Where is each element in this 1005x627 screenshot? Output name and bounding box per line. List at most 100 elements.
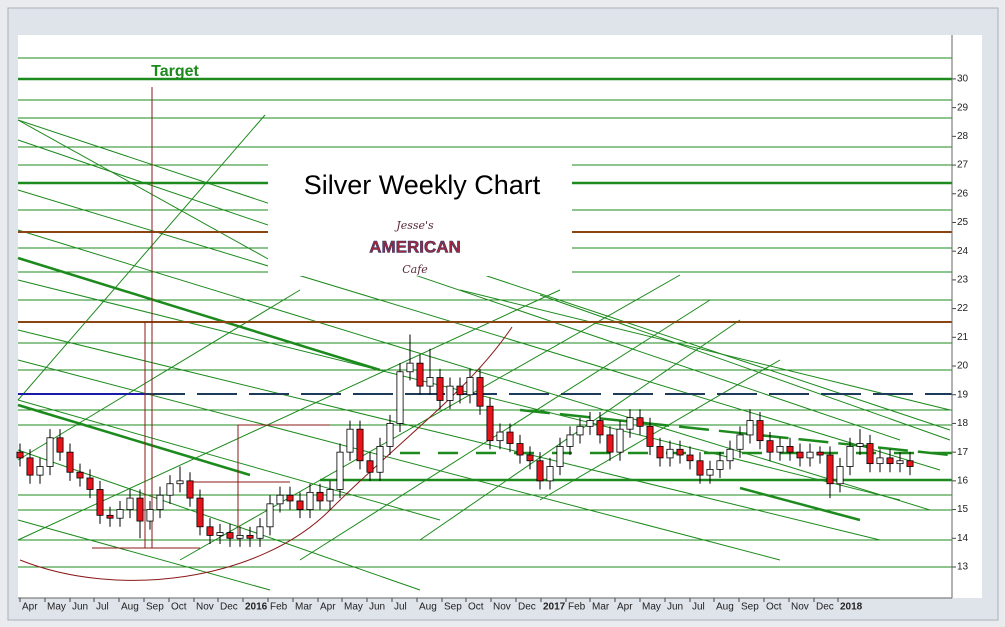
candle-body [56,437,64,453]
x-tick-label: Apr [617,602,633,613]
candle-body [406,362,414,373]
candle-body [366,460,374,473]
x-tick-label: May [47,602,66,613]
x-tick-label: Oct [171,602,187,613]
candle-body [396,371,404,424]
candle-body [796,451,804,459]
candle-body [546,466,554,482]
candle-body [516,443,524,456]
x-tick-label: Aug [716,602,734,613]
y-axis-area [952,35,982,598]
plot-area [18,35,952,598]
candle-body [206,526,214,536]
y-tick-label: 26 [957,188,969,199]
candle-body [236,535,244,539]
y-tick-label: 22 [957,303,969,314]
candle-body [886,457,894,465]
x-tick-label: Sep [741,602,759,613]
x-tick-label: May [642,602,661,613]
y-tick-label: 13 [957,562,969,573]
candle-body [786,446,794,453]
candles [16,334,914,547]
x-tick-label: Aug [121,602,139,613]
candle-body [576,425,584,436]
candle-body [736,434,744,450]
x-tick-label: Oct [766,602,782,613]
candle-body [416,362,424,387]
x-tick-label: Jun [667,602,683,613]
candle-body [86,477,94,490]
y-tick-label: 29 [957,102,969,113]
candle-body [556,446,564,467]
candle-body [196,497,204,528]
x-tick-label: Nov [791,602,809,613]
candle-body [266,503,274,528]
x-tick-label: 2016 [245,602,268,613]
candle-body [336,451,344,490]
candle-body [176,480,184,485]
candle-body [436,377,444,401]
candle-body [96,489,104,516]
candle-body [526,454,534,462]
x-tick-label: Dec [518,602,536,613]
x-tick-label: Nov [493,602,511,613]
candle-body [46,437,54,467]
candle-body [326,489,334,502]
candle-body [186,480,194,499]
x-tick-label: Jul [96,602,109,613]
x-tick-label: Nov [196,602,214,613]
candle-body [346,428,354,453]
candle-body [536,460,544,482]
candle-body [566,434,574,447]
candle-body [656,446,664,459]
x-tick-label: Mar [295,602,313,613]
candle-body [446,385,454,401]
y-tick-label: 18 [957,418,969,429]
candle-body [706,468,714,476]
candle-body [646,425,654,447]
chart-title: Silver Weekly Chart [304,170,541,200]
title-box [268,158,572,276]
candle-body [636,417,644,427]
candle-body [496,431,504,442]
y-tick-label: 28 [957,131,969,142]
candle-body [696,460,704,476]
candle-body [66,451,74,473]
candle-body [16,451,24,459]
y-tick-label: 15 [957,504,969,515]
candle-body [906,460,914,467]
candle-body [846,446,854,467]
x-tick-label: Feb [568,602,586,613]
candle-body [166,483,174,496]
candle-body [686,454,694,462]
candle-body [726,448,734,462]
x-tick-label: Sep [444,602,462,613]
y-tick-label: 14 [957,533,969,544]
x-tick-label: Feb [270,602,288,613]
logo-text: Cafe [402,263,428,276]
candle-body [156,494,164,510]
y-tick-label: 17 [957,447,969,458]
x-tick-label: Mar [592,602,610,613]
candle-body [386,423,394,447]
candle-body [76,471,84,479]
candle-body [826,454,834,485]
candle-body [146,509,154,522]
candle-body [306,491,314,510]
x-tick-label: Sep [146,602,164,613]
candle-body [856,443,864,447]
candle-body [586,420,594,427]
candle-body [276,494,284,505]
candle-body [756,420,764,442]
candle-body [616,428,624,453]
x-tick-label: 2018 [840,602,863,613]
candle-body [806,451,814,459]
x-tick-label: Jul [692,602,705,613]
candle-body [106,514,114,519]
candle-body [666,448,674,459]
candle-body [816,451,824,456]
candle-body [626,417,634,430]
logo-text: Jesse's [394,219,434,232]
candle-body [116,509,124,519]
candle-body [466,377,474,396]
